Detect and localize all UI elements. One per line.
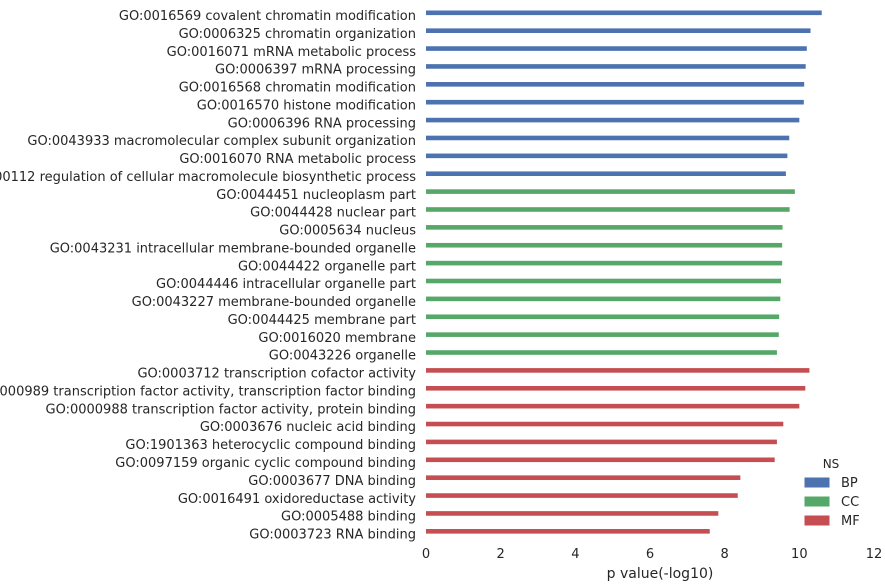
category-label: GO:0000989 transcription factor activity… [0, 384, 416, 399]
bar-mf-26 [426, 475, 741, 480]
bar-bp-7 [426, 135, 790, 141]
x-tick-label: 8 [721, 547, 729, 562]
bar-mf-21 [426, 385, 806, 391]
category-label: GO:0016570 histone modification [197, 98, 416, 113]
bar-mf-27 [426, 493, 738, 498]
bar-bp-3 [426, 64, 806, 69]
category-label: GO:0044428 nuclear part [250, 206, 416, 221]
legend-label-mf: MF [841, 514, 860, 529]
category-label: GO:0016569 covalent chromatin modificati… [119, 9, 416, 24]
category-label: GO:0016071 mRNA metabolic process [167, 45, 417, 60]
x-axis-title: p value(-log10) [607, 566, 714, 582]
category-label: GO:0005634 nucleus [279, 224, 416, 239]
category-label: GO:0003723 RNA binding [249, 528, 416, 543]
category-label: GO:0003676 nucleic acid binding [200, 420, 416, 435]
bar-cc-14 [426, 260, 783, 266]
legend-swatch-cc [803, 495, 831, 508]
bar-bp-0 [426, 10, 822, 16]
bar-cc-17 [426, 314, 780, 320]
bar-cc-11 [426, 207, 790, 212]
bar-mf-23 [426, 421, 784, 427]
legend-title: NS [823, 457, 840, 471]
category-label: GO:0005488 binding [281, 510, 416, 525]
category-label: GO:0016070 RNA metabolic process [179, 152, 416, 167]
legend-swatch-bp [803, 476, 831, 489]
bar-cc-16 [426, 296, 781, 302]
x-tick-label: 6 [646, 547, 654, 562]
bar-bp-6 [426, 117, 800, 123]
bar-mf-22 [426, 403, 800, 409]
bar-bp-4 [426, 82, 805, 87]
x-tick-label: 10 [791, 547, 808, 562]
bars-group [426, 10, 822, 534]
bar-cc-15 [426, 278, 782, 284]
category-label: GO:0043231 intracellular membrane-bounde… [50, 241, 416, 256]
bar-mf-28 [426, 511, 719, 516]
category-label: GO:0043226 organelle [269, 349, 416, 364]
bar-cc-18 [426, 332, 779, 337]
category-label: GO:1901363 heterocyclic compound binding [125, 438, 416, 453]
category-label: GO:0006325 chromatin organization [179, 27, 416, 42]
category-labels: GO:0016569 covalent chromatin modificati… [0, 9, 416, 543]
bar-bp-9 [426, 171, 786, 177]
bar-bp-2 [426, 46, 807, 51]
category-label: GO:0000988 transcription factor activity… [46, 402, 417, 417]
category-label: GO:0044425 membrane part [228, 313, 416, 328]
legend-swatch-mf [803, 514, 831, 527]
category-label: GO:0003712 transcription cofactor activi… [137, 367, 416, 382]
bar-cc-13 [426, 242, 783, 248]
bar-cc-12 [426, 225, 783, 230]
x-tick-label: 4 [571, 547, 579, 562]
category-label: GO:0044422 organelle part [238, 259, 416, 274]
category-label: GO:0016020 membrane [258, 331, 416, 346]
category-label: GO:0044451 nucleoplasm part [216, 188, 416, 203]
bar-bp-5 [426, 99, 804, 105]
bar-cc-19 [426, 350, 777, 355]
category-label: GO:0043933 macromolecular complex subuni… [27, 134, 416, 149]
bar-cc-10 [426, 189, 795, 194]
bar-mf-29 [426, 529, 710, 534]
category-label: GO:0016491 oxidoreductase activity [178, 492, 416, 507]
category-label: GO:0006397 mRNA processing [215, 63, 416, 78]
bar-mf-24 [426, 439, 777, 445]
category-label: GO:0044446 intracellular organelle part [156, 277, 416, 292]
category-label: GO:0043227 membrane-bounded organelle [132, 295, 416, 310]
legend-label-cc: CC [841, 495, 859, 510]
category-label: GO:0006396 RNA processing [228, 116, 416, 131]
category-label: GO:0016568 chromatin modification [179, 81, 416, 96]
bar-mf-25 [426, 457, 775, 463]
category-label: GO:0003677 DNA binding [248, 474, 416, 489]
bar-bp-1 [426, 28, 811, 33]
x-tick-label: 0 [422, 547, 430, 562]
bar-bp-8 [426, 153, 788, 159]
legend-label-bp: BP [841, 476, 858, 491]
x-tick-label: 12 [866, 547, 883, 562]
category-label: GO:2000112 regulation of cellular macrom… [0, 170, 416, 185]
x-axis-ticks: 0 2 4 6 8 10 12 [422, 547, 882, 562]
category-label: GO:0097159 organic cyclic compound bindi… [115, 456, 416, 471]
x-tick-label: 2 [497, 547, 505, 562]
bar-mf-20 [426, 368, 810, 373]
